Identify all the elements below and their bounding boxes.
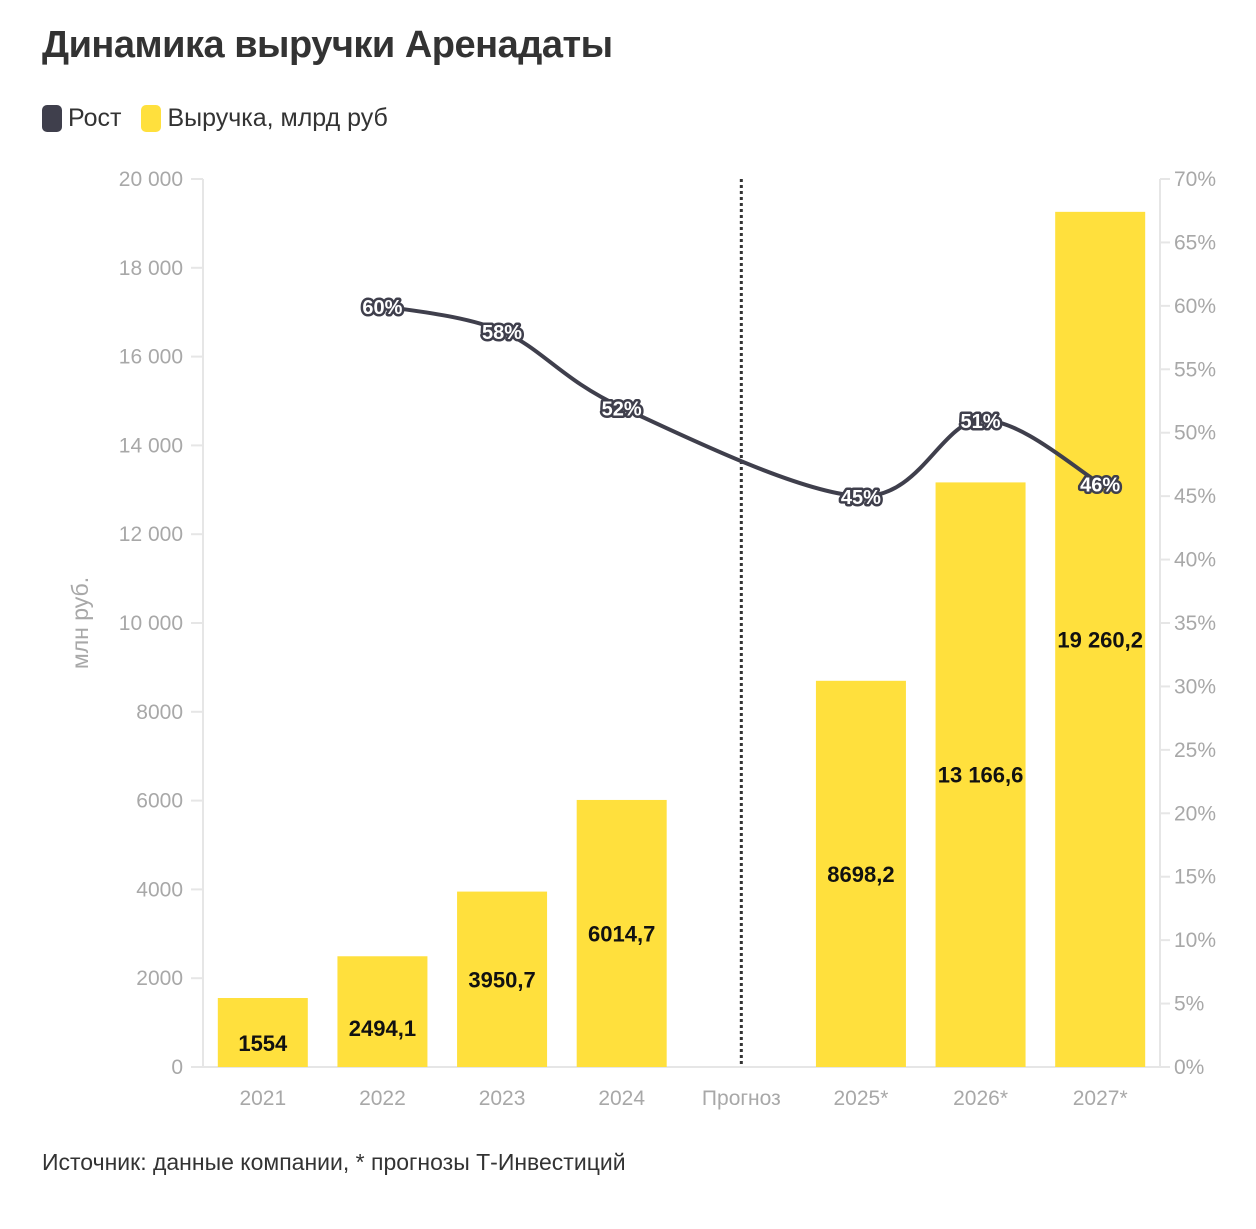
growth-point-label: 60% (362, 297, 402, 319)
revenue-bar-label: 19 260,2 (1057, 627, 1143, 652)
legend: Рост Выручка, млрд руб (42, 104, 408, 133)
revenue-bar (935, 482, 1026, 1067)
x-tick-label: 2023 (479, 1087, 526, 1110)
y2-tick-label: 55% (1174, 358, 1216, 381)
y2-tick-label: 65% (1174, 231, 1216, 254)
y2-tick-label: 15% (1174, 866, 1216, 889)
x-tick-label: 2022 (359, 1087, 406, 1110)
legend-label-revenue: Выручка, млрд руб (167, 104, 388, 132)
y-tick-label: 0 (171, 1056, 183, 1079)
revenue-bar-label: 2494,1 (349, 1016, 416, 1041)
revenue-bar-label: 1554 (238, 1031, 288, 1056)
y-tick-label: 18 000 (119, 257, 183, 280)
growth-point-label: 52% (602, 398, 642, 420)
source-note: Источник: данные компании, * прогнозы Т-… (42, 1149, 626, 1175)
legend-swatch-revenue (141, 105, 162, 132)
y2-tick-label: 50% (1174, 422, 1216, 445)
y-tick-label: 14 000 (119, 434, 183, 457)
y2-tick-label: 0% (1174, 1056, 1204, 1079)
growth-point-label: 46% (1080, 474, 1120, 496)
revenue-bar (576, 799, 667, 1067)
chart-title: Динамика выручки Аренадаты (42, 24, 613, 66)
growth-line (382, 303, 1102, 499)
revenue-bar (1055, 211, 1146, 1068)
y2-tick-label: 5% (1174, 993, 1204, 1016)
y-axis-title: млн руб. (67, 577, 93, 669)
y-tick-label: 8000 (136, 701, 183, 724)
y2-tick-label: 40% (1174, 549, 1216, 572)
y-tick-label: 6000 (136, 790, 183, 813)
y2-tick-label: 70% (1174, 168, 1216, 191)
revenue-bar-label: 6014,7 (588, 921, 655, 946)
revenue-bar (457, 891, 548, 1067)
y2-tick-label: 45% (1174, 485, 1216, 508)
growth-point-label: 51% (961, 411, 1001, 433)
y-tick-label: 10 000 (119, 612, 183, 635)
revenue-bar (217, 998, 308, 1067)
revenue-bar (337, 956, 428, 1067)
y-tick-label: 16 000 (119, 346, 183, 369)
y2-tick-label: 35% (1174, 612, 1216, 635)
y2-tick-label: 10% (1174, 929, 1216, 952)
x-tick-label: 2021 (239, 1087, 286, 1110)
revenue-bar-label: 3950,7 (468, 967, 535, 992)
y2-tick-label: 60% (1174, 295, 1216, 318)
y2-tick-label: 25% (1174, 739, 1216, 762)
revenue-bar-label: 13 166,6 (938, 763, 1024, 788)
x-tick-label: 2025* (833, 1087, 888, 1110)
legend-swatch-growth (42, 105, 62, 132)
legend-label-growth: Рост (68, 104, 122, 132)
y-tick-label: 4000 (136, 878, 183, 901)
growth-point-label: 58% (482, 322, 522, 344)
x-tick-label: 2026* (953, 1087, 1008, 1110)
x-tick-label: 2027* (1073, 1087, 1128, 1110)
y-tick-label: 12 000 (119, 523, 183, 546)
y2-tick-label: 20% (1174, 802, 1216, 825)
revenue-bar-label: 8698,2 (827, 862, 894, 887)
legend-item-growth: Рост (42, 104, 121, 133)
y2-tick-label: 30% (1174, 675, 1216, 698)
y-tick-label: 2000 (136, 967, 183, 990)
x-tick-label: Прогноз (702, 1087, 781, 1110)
x-tick-label: 2024 (598, 1087, 645, 1110)
revenue-bar (815, 680, 906, 1067)
growth-point-label: 45% (841, 487, 881, 509)
y-tick-label: 20 000 (119, 168, 183, 191)
legend-item-revenue: Выручка, млрд руб (141, 104, 388, 133)
